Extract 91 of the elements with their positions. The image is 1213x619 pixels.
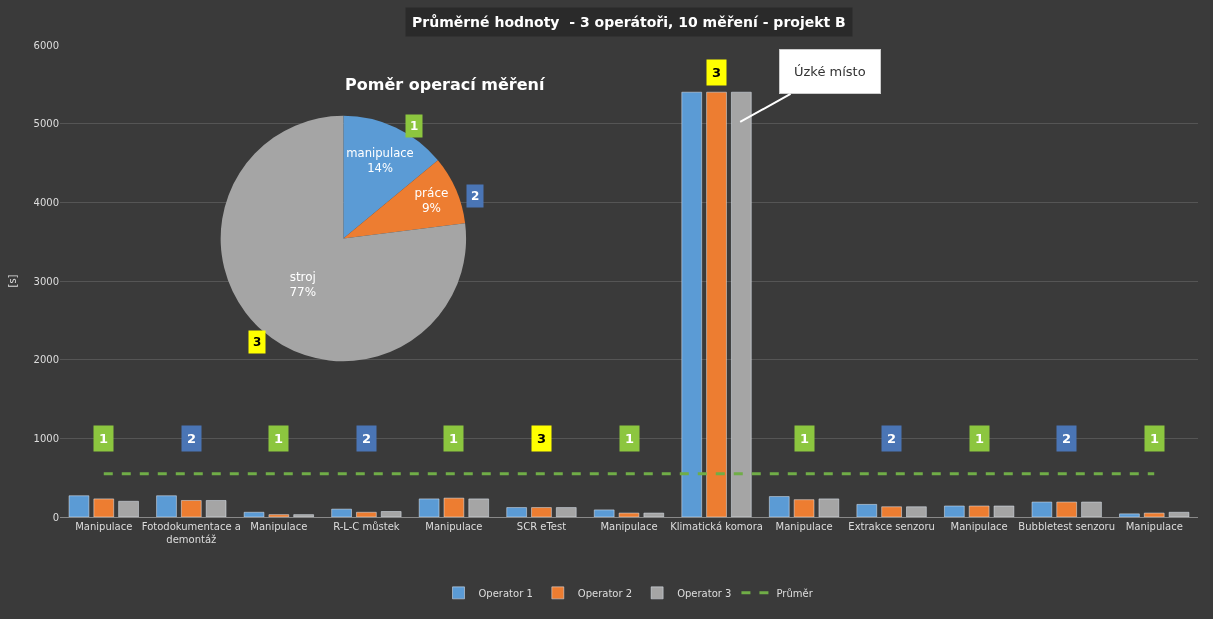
annotation: 3 (712, 65, 722, 80)
data-label: 14% (367, 161, 393, 176)
bar (356, 512, 377, 517)
bar (731, 91, 752, 517)
bar (1031, 501, 1053, 517)
y-tick-label: 2000 (33, 354, 59, 366)
x-tick-label: Manipulace (1125, 521, 1183, 532)
slice-label: práce (414, 185, 449, 200)
annotation: 2 (187, 431, 197, 446)
annotation: 1 (1150, 431, 1160, 446)
bar (118, 501, 139, 517)
bar (556, 507, 577, 517)
annotation: Úzké místo (794, 64, 866, 79)
annotation: 2 (362, 431, 372, 446)
y-tick-label: 3000 (33, 275, 59, 287)
x-tick-label: Manipulace (75, 521, 133, 532)
bar (268, 514, 290, 517)
bar (1144, 512, 1165, 517)
y-tick-label: 5000 (33, 118, 59, 130)
bar (443, 497, 465, 517)
bar (93, 498, 114, 517)
x-tick-label: Fotodokumentace a demontáž (141, 521, 241, 545)
y-tick-label: 4000 (33, 196, 59, 208)
y-tick-label: 0 (52, 511, 59, 523)
bar (1081, 501, 1102, 517)
bar (706, 91, 727, 517)
annotation: 1 (975, 431, 985, 446)
chart-title: Průměrné hodnoty - 3 operátoři, 10 měření - projekt B (412, 14, 846, 30)
pie-slice (343, 160, 466, 239)
legend-label: Operator 2 (577, 587, 633, 599)
x-tick-label: Manipulace (950, 521, 1008, 532)
bar (181, 500, 202, 517)
bar (156, 495, 177, 517)
annotation: 2 (887, 431, 897, 446)
annotation: 1 (625, 431, 635, 446)
bar (468, 498, 489, 517)
bar (1119, 513, 1140, 517)
legend-label: Průměr (776, 587, 814, 599)
data-label: 9% (421, 201, 441, 216)
pie-slice (220, 115, 467, 362)
bar (506, 507, 527, 517)
annotation: 2 (1062, 431, 1072, 446)
chart-title: Poměr operací měření (345, 75, 546, 94)
bar (818, 498, 840, 517)
bar (906, 506, 927, 517)
y-tick-label: 6000 (33, 39, 59, 51)
bar (993, 505, 1015, 517)
bar (681, 91, 702, 517)
x-tick-label: Manipulace (775, 521, 833, 532)
slice-label: manipulace (346, 145, 414, 160)
x-tick-label: SCR eTest (516, 521, 567, 532)
bar (1168, 512, 1190, 517)
annotation: 3 (537, 431, 547, 446)
bar (331, 508, 352, 517)
bar (968, 505, 990, 517)
x-tick-label: R-L-C můstek (333, 521, 400, 532)
x-tick-label: Manipulace (250, 521, 308, 532)
bar (531, 507, 552, 517)
slice-label: stroj (289, 269, 316, 284)
annotation: 1 (274, 431, 284, 446)
bar (769, 496, 790, 517)
bar (793, 499, 815, 517)
bar (856, 504, 877, 517)
annotation: 2 (471, 189, 480, 203)
bar (68, 495, 90, 517)
bar (881, 506, 902, 517)
x-tick-label: Manipulace (600, 521, 658, 532)
y-tick-label: 1000 (33, 432, 59, 444)
bar (243, 512, 265, 517)
bar (594, 509, 615, 517)
annotation: 3 (253, 335, 262, 349)
x-tick-label: Manipulace (425, 521, 483, 532)
bar (293, 514, 314, 517)
data-label: 77% (289, 285, 317, 300)
annotation: 1 (410, 119, 419, 133)
bar (381, 511, 402, 517)
bar (618, 512, 640, 517)
legend-label: Operator 1 (478, 587, 533, 599)
bar (418, 498, 440, 517)
legend-label: Operator 3 (677, 587, 732, 599)
annotation: 1 (99, 431, 109, 446)
x-tick-label: Extrakce senzoru (848, 521, 935, 532)
bar (944, 505, 965, 517)
annotation: 1 (449, 431, 459, 446)
bar (1056, 501, 1077, 517)
annotation: 1 (800, 431, 810, 446)
y-axis-title: [s] (6, 274, 18, 288)
x-tick-label: Klimatická komora (670, 521, 763, 532)
bar (205, 500, 227, 517)
bar (643, 512, 664, 517)
x-tick-label: Bubbletest senzoru (1018, 521, 1116, 532)
